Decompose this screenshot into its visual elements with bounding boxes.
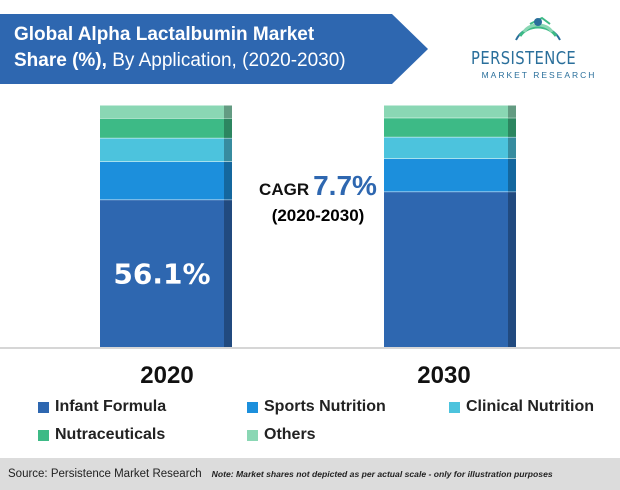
x-tick-label-2030: 2030 [417, 362, 471, 389]
legend-label-nutraceuticals: Nutraceuticals [55, 426, 166, 443]
source-bar: Source: Persistence Market Research Note… [0, 458, 620, 490]
chart-legend: Infant Formula Sports Nutrition Clinical… [0, 392, 620, 452]
bar-side-2030-clinical-nutrition [508, 136, 516, 159]
stacked-bar-chart: 56.1% [0, 104, 620, 349]
bars-layer [100, 104, 516, 347]
bar-side-2030-others [508, 105, 516, 118]
cagr-value: 7.7% [313, 170, 377, 201]
bar-side-2020-nutraceuticals [224, 118, 232, 138]
legend-swatch-sports-nutrition [247, 401, 258, 413]
title-banner: Global Alpha Lactalbumin Market Share (%… [0, 14, 428, 84]
bar-side-2020-clinical-nutrition [224, 137, 232, 162]
legend-item-infant-formula: Infant Formula [38, 398, 166, 416]
bar-2030-infant-formula [384, 191, 516, 347]
bar-side-2020-infant-formula [224, 199, 232, 347]
bar-2030-others [384, 105, 516, 118]
legend-swatch-clinical-nutrition [449, 401, 460, 413]
legend-item-clinical-nutrition: Clinical Nutrition [449, 398, 594, 416]
bar-side-2020-others [224, 105, 232, 119]
legend-label-others: Others [264, 426, 316, 443]
cagr-period: (2020-2030) [271, 206, 365, 225]
legend-swatch-others [247, 429, 258, 441]
cagr-label: CAGR [259, 180, 310, 199]
logo-globe-icon [515, 16, 561, 41]
source-text: Source: Persistence Market Research [8, 468, 202, 480]
title-line-2: Share (%), By Application, (2020-2030) [14, 48, 394, 74]
legend-item-sports-nutrition: Sports Nutrition [247, 398, 386, 416]
bar-2020-nutraceuticals [100, 118, 232, 138]
chart-title: Global Alpha Lactalbumin Market Share (%… [14, 22, 394, 74]
legend-swatch-nutraceuticals [38, 429, 49, 441]
bar-2030-sports-nutrition [384, 158, 516, 192]
source-note: Note: Market shares not depicted as per … [211, 469, 553, 479]
legend-swatch-infant-formula [38, 401, 49, 413]
logo-name: PERSISTENCE [471, 48, 577, 69]
bar-side-2030-sports-nutrition [508, 158, 516, 192]
bar-side-2030-nutraceuticals [508, 117, 516, 137]
persistence-logo: PERSISTENCE MARKET RESEARCH [458, 10, 618, 90]
cagr-line: CAGR 7.7% [238, 170, 398, 202]
bar-side-2030-infant-formula [508, 191, 516, 347]
title-line-2-rest: By Application, (2020-2030) [106, 50, 346, 71]
bar-2020-others [100, 105, 232, 119]
legend-item-others: Others [247, 426, 316, 444]
bar-2030-clinical-nutrition [384, 136, 516, 159]
bar-2020-sports-nutrition [100, 161, 232, 200]
legend-item-nutraceuticals: Nutraceuticals [38, 426, 165, 444]
legend-label-sports-nutrition: Sports Nutrition [264, 398, 386, 415]
data-labels-layer: 56.1% [113, 257, 210, 290]
legend-label-clinical-nutrition: Clinical Nutrition [466, 398, 594, 415]
bar-side-2020-sports-nutrition [224, 161, 232, 200]
title-line-2-bold: Share (%), [14, 50, 107, 71]
bar-2030-nutraceuticals [384, 117, 516, 137]
data-label-2020-infant-formula: 56.1% [113, 257, 210, 290]
title-line-1: Global Alpha Lactalbumin Market [14, 24, 315, 45]
x-tick-label-2020: 2020 [140, 362, 194, 389]
cagr-callout: CAGR 7.7% (2020-2030) [238, 170, 398, 226]
bar-2020-infant-formula [100, 199, 232, 347]
title-banner-shape [0, 14, 428, 84]
legend-label-infant-formula: Infant Formula [55, 398, 167, 415]
bar-2020-clinical-nutrition [100, 137, 232, 162]
logo-subtitle: MARKET RESEARCH [481, 70, 597, 80]
